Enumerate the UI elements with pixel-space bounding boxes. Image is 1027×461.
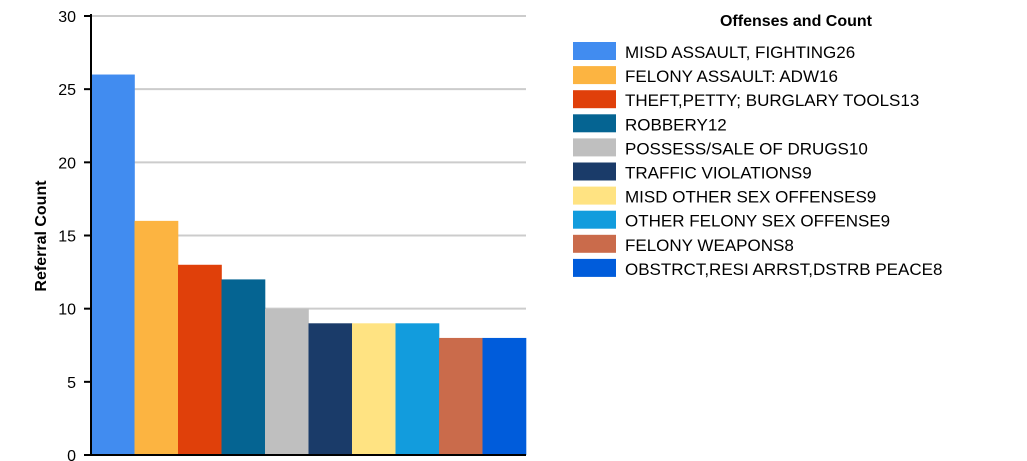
y-tick-labels: 0 5 10 15 20 25 30	[58, 9, 76, 461]
legend-swatch	[573, 138, 616, 157]
y-tick-label: 15	[58, 229, 76, 246]
bars	[91, 74, 527, 455]
legend-swatch	[573, 162, 616, 181]
y-axis-label: Referral Count	[33, 180, 50, 292]
legend-swatch	[573, 42, 616, 60]
y-tick-label: 25	[58, 82, 76, 99]
y-tick-label: 5	[67, 375, 76, 392]
legend-label: MISD ASSAULT, FIGHTING26	[625, 43, 855, 62]
y-tick-label: 0	[67, 448, 76, 461]
bar	[265, 308, 309, 455]
legend-title: Offenses and Count	[720, 13, 873, 30]
bar	[439, 337, 483, 455]
legend-label: OBSTRCT,RESI ARRST,DSTRB PEACE8	[625, 260, 942, 279]
legend-swatch	[573, 186, 616, 205]
bar	[352, 323, 396, 455]
legend-label: OTHER FELONY SEX OFFENSE9	[625, 212, 890, 231]
legend-label: MISD OTHER SEX OFFENSES9	[625, 188, 876, 207]
legend-swatch	[573, 90, 616, 109]
legend-label: POSSESS/SALE OF DRUGS10	[625, 139, 868, 158]
bar	[91, 74, 135, 455]
legend-swatch	[573, 114, 616, 133]
legend-label: THEFT,PETTY; BURGLARY TOOLS13	[625, 91, 919, 110]
bar	[482, 337, 527, 455]
axes	[84, 14, 526, 456]
legend-label: FELONY ASSAULT: ADW16	[625, 67, 838, 86]
bar	[395, 323, 440, 455]
legend-label: TRAFFIC VIOLATIONS9	[625, 164, 812, 183]
legend-swatch	[573, 66, 616, 85]
legend: Offenses and Count MISD ASSAULT, FIGHTIN…	[573, 13, 942, 279]
bar	[178, 264, 222, 455]
y-tick-label: 20	[58, 155, 76, 172]
y-tick-label: 30	[58, 9, 76, 26]
legend-swatch	[573, 234, 616, 253]
bar	[221, 279, 266, 455]
legend-label: ROBBERY12	[625, 115, 727, 134]
bar	[134, 220, 179, 455]
legend-swatch	[573, 210, 616, 229]
bar	[308, 323, 353, 455]
legend-label: FELONY WEAPONS8	[625, 236, 794, 255]
legend-swatch	[573, 258, 616, 277]
y-tick-label: 10	[58, 302, 76, 319]
